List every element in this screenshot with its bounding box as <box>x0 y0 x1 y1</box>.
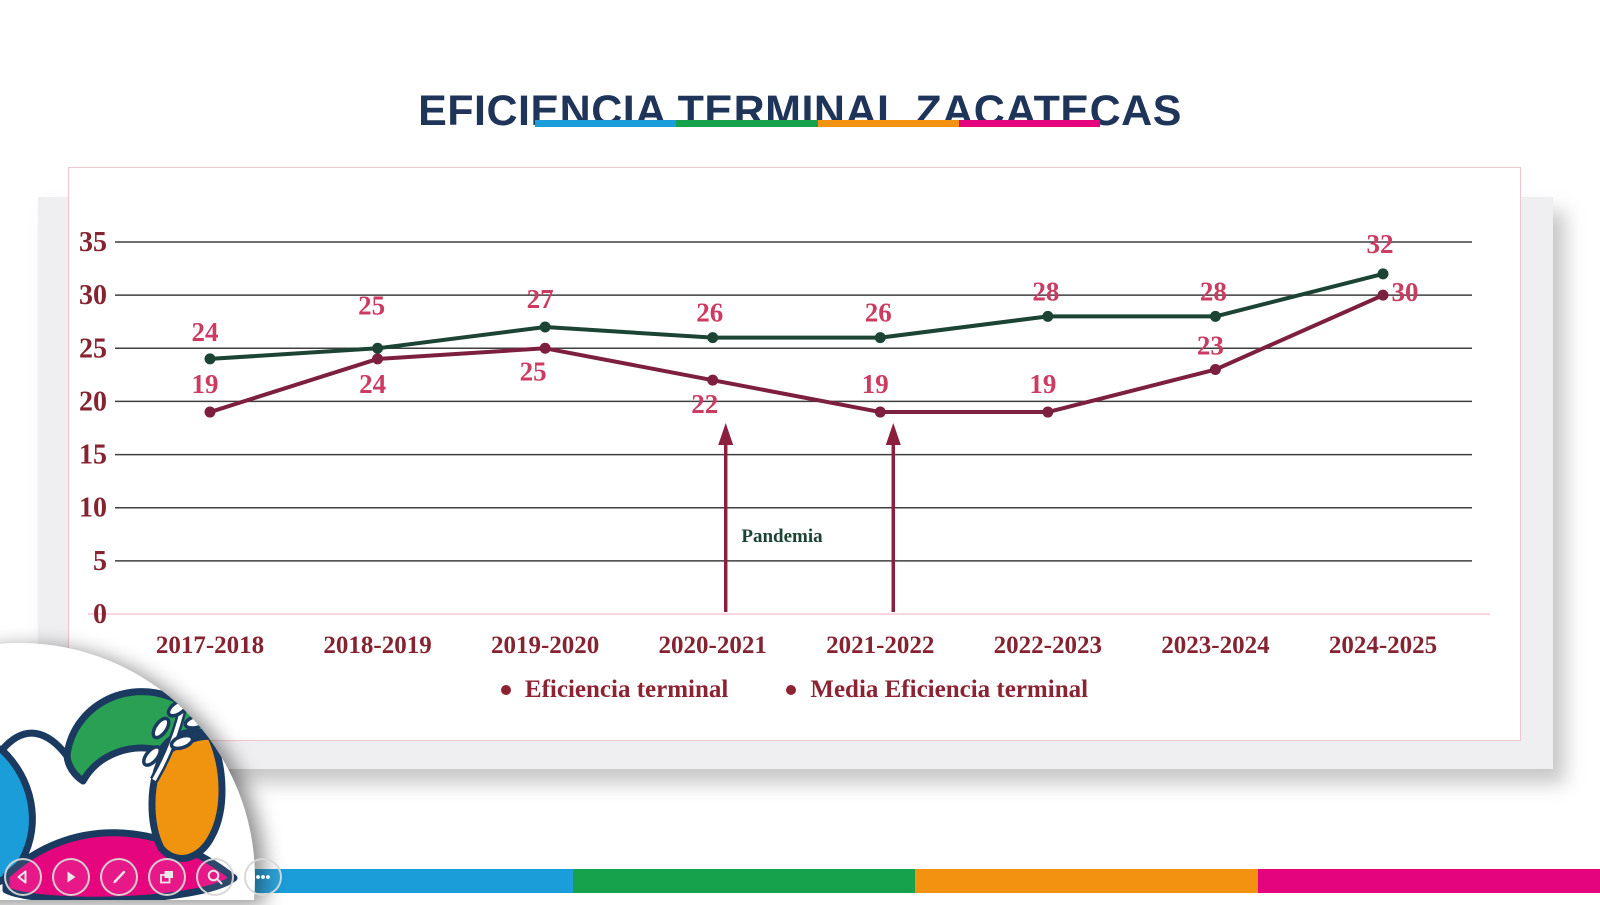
svg-text:25: 25 <box>79 333 107 364</box>
svg-text:35: 35 <box>79 227 107 258</box>
svg-text:5: 5 <box>93 546 107 577</box>
legend-item-1: Media Eficiencia terminal <box>786 676 1088 704</box>
stripe-segment-3 <box>1258 869 1600 893</box>
svg-text:19: 19 <box>862 369 889 399</box>
svg-text:27: 27 <box>527 284 554 314</box>
svg-text:2019-2020: 2019-2020 <box>491 632 599 659</box>
svg-text:30: 30 <box>79 280 107 311</box>
stripe-segment-1 <box>573 869 916 893</box>
chart-legend: Eficiencia terminal Media Eficiencia term… <box>68 676 1521 704</box>
svg-text:26: 26 <box>696 298 723 328</box>
svg-text:25: 25 <box>358 290 385 320</box>
svg-text:0: 0 <box>93 599 107 630</box>
slideshow-toolbar <box>4 858 282 896</box>
title-accent-bar <box>535 120 1100 127</box>
chevron-left-icon <box>14 868 32 886</box>
svg-text:Pandemia: Pandemia <box>741 526 823 547</box>
zoom-slide-button[interactable] <box>196 858 234 896</box>
svg-text:30: 30 <box>1391 277 1418 307</box>
svg-text:23: 23 <box>1197 331 1224 361</box>
stripe-segment-0 <box>535 120 676 127</box>
svg-text:28: 28 <box>1032 276 1059 306</box>
slides-grid-icon <box>158 868 176 886</box>
svg-text:15: 15 <box>79 440 107 471</box>
legend-item-0: Eficiencia terminal <box>501 676 728 704</box>
next-slide-button[interactable] <box>52 858 90 896</box>
svg-text:25: 25 <box>520 356 547 386</box>
previous-slide-button[interactable] <box>4 858 42 896</box>
svg-text:19: 19 <box>192 369 219 399</box>
svg-text:32: 32 <box>1366 229 1393 259</box>
svg-text:28: 28 <box>1200 276 1227 306</box>
magnifier-icon <box>206 868 224 886</box>
svg-text:2022-2023: 2022-2023 <box>994 632 1102 659</box>
svg-text:2024-2025: 2024-2025 <box>1329 632 1437 659</box>
svg-text:10: 10 <box>79 493 107 524</box>
svg-text:20: 20 <box>79 386 107 417</box>
svg-text:2021-2022: 2021-2022 <box>826 632 934 659</box>
svg-text:22: 22 <box>691 389 718 419</box>
page-title: EFICIENCIA TERMINAL ZACATECAS <box>0 87 1600 136</box>
legend-label: Media Eficiencia terminal <box>810 676 1088 704</box>
legend-label: Eficiencia terminal <box>525 676 728 704</box>
stripe-segment-2 <box>915 869 1258 893</box>
ellipsis-icon <box>254 868 272 886</box>
stripe-segment-3 <box>959 120 1100 127</box>
svg-text:19: 19 <box>1029 369 1056 399</box>
legend-marker-icon <box>501 685 511 695</box>
footer-accent-stripe <box>230 869 1600 893</box>
stripe-segment-1 <box>676 120 817 127</box>
svg-text:2018-2019: 2018-2019 <box>323 632 431 659</box>
svg-text:26: 26 <box>865 298 892 328</box>
pen-icon <box>110 868 128 886</box>
more-options-button[interactable] <box>244 858 282 896</box>
svg-text:24: 24 <box>192 317 219 347</box>
pen-tools-button[interactable] <box>100 858 138 896</box>
svg-text:24: 24 <box>359 369 386 399</box>
legend-marker-icon <box>786 685 796 695</box>
stripe-segment-2 <box>818 120 959 127</box>
svg-text:2020-2021: 2020-2021 <box>659 632 767 659</box>
play-icon <box>62 868 80 886</box>
see-all-slides-button[interactable] <box>148 858 186 896</box>
svg-text:2023-2024: 2023-2024 <box>1161 632 1270 659</box>
